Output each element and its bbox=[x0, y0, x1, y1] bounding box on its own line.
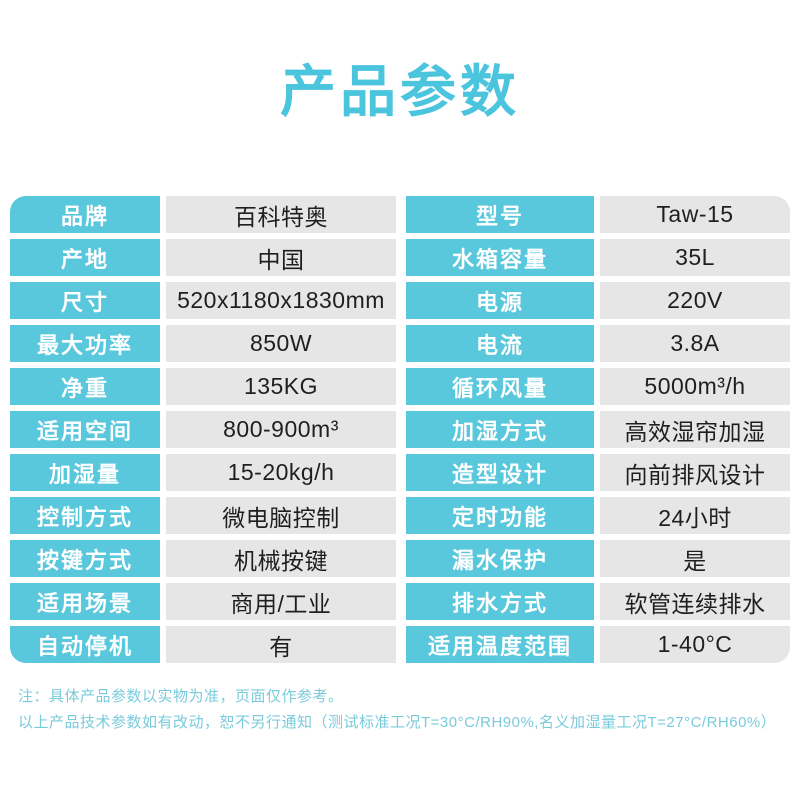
spec-label-cell: 净重 bbox=[10, 368, 160, 405]
spec-label-cell: 定时功能 bbox=[406, 497, 594, 534]
spec-value-cell: 220V bbox=[600, 282, 790, 319]
spec-value-cell: 135KG bbox=[166, 368, 396, 405]
spec-value-cell: 有 bbox=[166, 626, 396, 663]
spec-row: 适用空间 800-900m³ 加湿方式 高效湿帘加湿 bbox=[10, 411, 790, 448]
spec-value-cell: 15-20kg/h bbox=[166, 454, 396, 491]
spec-label-cell: 漏水保护 bbox=[406, 540, 594, 577]
spec-label-cell: 水箱容量 bbox=[406, 239, 594, 276]
spec-value-cell: 3.8A bbox=[600, 325, 790, 362]
spec-label-cell: 适用空间 bbox=[10, 411, 160, 448]
spec-label-cell: 尺寸 bbox=[10, 282, 160, 319]
spec-label-cell: 品牌 bbox=[10, 196, 160, 233]
spec-value-cell: 中国 bbox=[166, 239, 396, 276]
footnote-line-1: 注：具体产品参数以实物为准，页面仅作参考。 bbox=[18, 688, 344, 705]
spec-label-cell: 电源 bbox=[406, 282, 594, 319]
spec-table: 品牌 百科特奥 型号 Taw-15 产地 中国 水箱容量 35L 尺寸 520x… bbox=[10, 196, 790, 669]
spec-value-cell: 机械按键 bbox=[166, 540, 396, 577]
spec-value-cell: 24小时 bbox=[600, 497, 790, 534]
spec-label-cell: 排水方式 bbox=[406, 583, 594, 620]
spec-label-cell: 自动停机 bbox=[10, 626, 160, 663]
spec-row: 品牌 百科特奥 型号 Taw-15 bbox=[10, 196, 790, 233]
page-title: 产品参数 bbox=[280, 60, 520, 123]
spec-label-cell: 最大功率 bbox=[10, 325, 160, 362]
footnotes: 注：具体产品参数以实物为准，页面仅作参考。 以上产品技术参数如有改动，恕不另行通… bbox=[18, 684, 794, 737]
spec-row: 加湿量 15-20kg/h 造型设计 向前排风设计 bbox=[10, 454, 790, 491]
spec-value-cell: 百科特奥 bbox=[166, 196, 396, 233]
spec-row: 自动停机 有 适用温度范围 1-40°C bbox=[10, 626, 790, 663]
spec-label-cell: 循环风量 bbox=[406, 368, 594, 405]
spec-label-cell: 产地 bbox=[10, 239, 160, 276]
spec-row: 净重 135KG 循环风量 5000m³/h bbox=[10, 368, 790, 405]
spec-value-cell: 微电脑控制 bbox=[166, 497, 396, 534]
spec-label-cell: 电流 bbox=[406, 325, 594, 362]
spec-label-cell: 加湿量 bbox=[10, 454, 160, 491]
spec-row: 最大功率 850W 电流 3.8A bbox=[10, 325, 790, 362]
footnote-line-2: 以上产品技术参数如有改动，恕不另行通知（测试标准工况T=30°C/RH90%,名… bbox=[18, 714, 777, 732]
spec-value-cell: 5000m³/h bbox=[600, 368, 790, 405]
spec-row: 按键方式 机械按键 漏水保护 是 bbox=[10, 540, 790, 577]
spec-value-cell: 软管连续排水 bbox=[600, 583, 790, 620]
spec-row: 控制方式 微电脑控制 定时功能 24小时 bbox=[10, 497, 790, 534]
spec-label-cell: 控制方式 bbox=[10, 497, 160, 534]
spec-value-cell: 850W bbox=[166, 325, 396, 362]
spec-value-cell: 800-900m³ bbox=[166, 411, 396, 448]
spec-row: 产地 中国 水箱容量 35L bbox=[10, 239, 790, 276]
spec-label-cell: 加湿方式 bbox=[406, 411, 594, 448]
spec-label-cell: 型号 bbox=[406, 196, 594, 233]
spec-value-cell: 商用/工业 bbox=[166, 583, 396, 620]
spec-value-cell: 1-40°C bbox=[600, 626, 790, 663]
spec-value-cell: 35L bbox=[600, 239, 790, 276]
spec-value-cell: Taw-15 bbox=[600, 196, 790, 233]
spec-label-cell: 按键方式 bbox=[10, 540, 160, 577]
spec-row: 尺寸 520x1180x1830mm 电源 220V bbox=[10, 282, 790, 319]
spec-value-cell: 520x1180x1830mm bbox=[166, 282, 396, 319]
spec-row: 适用场景 商用/工业 排水方式 软管连续排水 bbox=[10, 583, 790, 620]
spec-label-cell: 造型设计 bbox=[406, 454, 594, 491]
spec-value-cell: 向前排风设计 bbox=[600, 454, 790, 491]
spec-label-cell: 适用温度范围 bbox=[406, 626, 594, 663]
spec-value-cell: 高效湿帘加湿 bbox=[600, 411, 790, 448]
spec-label-cell: 适用场景 bbox=[10, 583, 160, 620]
spec-value-cell: 是 bbox=[600, 540, 790, 577]
